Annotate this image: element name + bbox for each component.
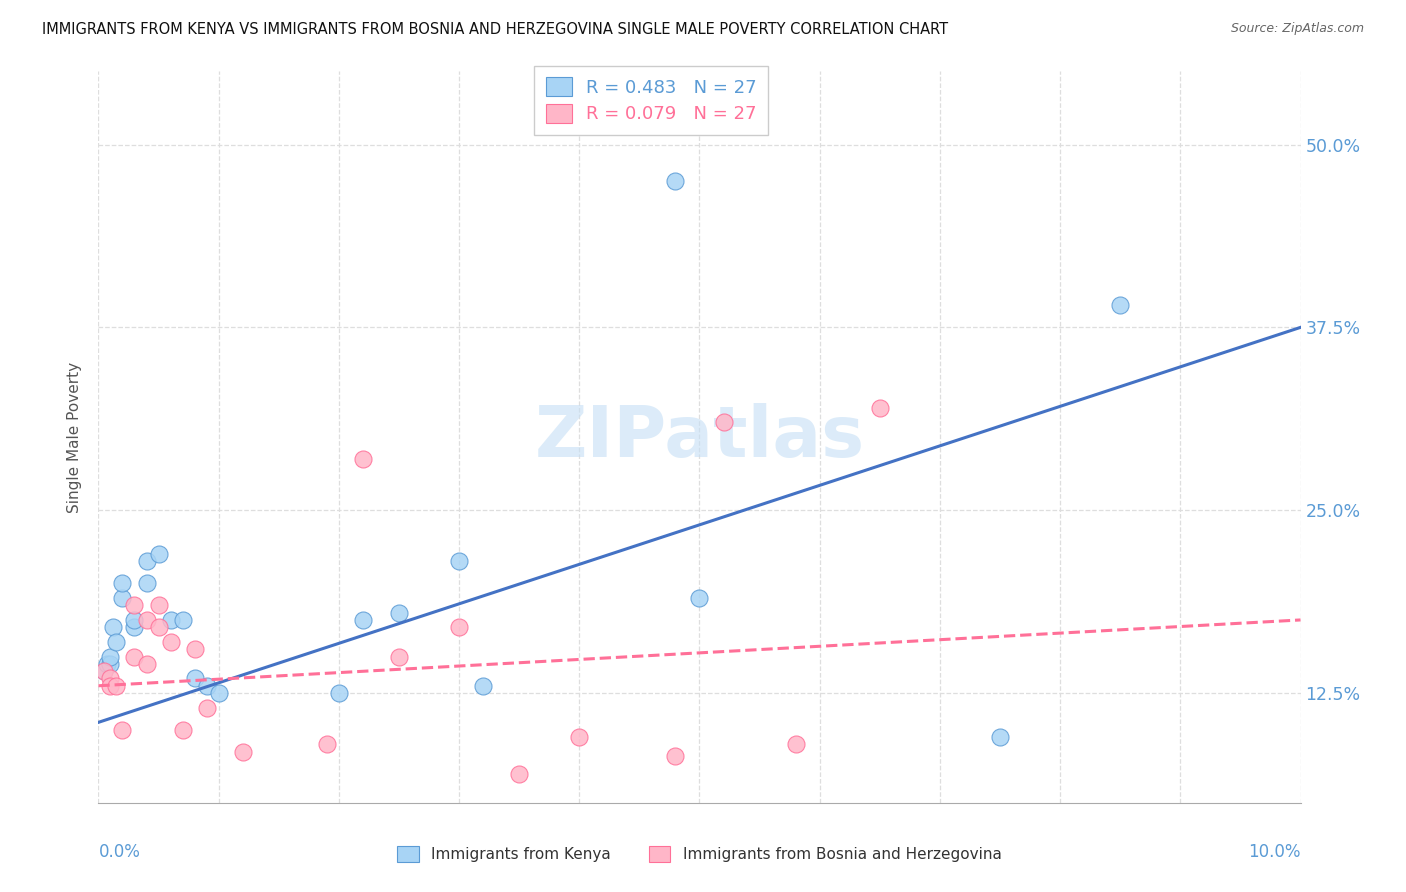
- Point: [124, 649, 146, 664]
- Text: 10.0%: 10.0%: [1249, 843, 1301, 861]
- Point: [664, 174, 686, 188]
- Point: [100, 657, 122, 671]
- Point: [232, 745, 254, 759]
- Point: [124, 613, 146, 627]
- Point: [388, 606, 411, 620]
- Point: [100, 679, 122, 693]
- Point: [447, 620, 470, 634]
- Point: [135, 613, 157, 627]
- Point: [208, 686, 231, 700]
- Point: [111, 591, 134, 605]
- Point: [100, 672, 122, 686]
- Point: [159, 613, 181, 627]
- Point: [388, 649, 411, 664]
- Point: [148, 599, 170, 613]
- Point: [988, 730, 1011, 744]
- Point: [93, 664, 115, 678]
- Point: [315, 737, 337, 751]
- Point: [689, 591, 711, 605]
- Point: [183, 672, 205, 686]
- Point: [195, 700, 218, 714]
- Legend: Immigrants from Kenya, Immigrants from Bosnia and Herzegovina: Immigrants from Kenya, Immigrants from B…: [391, 840, 1008, 868]
- Point: [328, 686, 350, 700]
- Point: [172, 723, 194, 737]
- Text: IMMIGRANTS FROM KENYA VS IMMIGRANTS FROM BOSNIA AND HERZEGOVINA SINGLE MALE POVE: IMMIGRANTS FROM KENYA VS IMMIGRANTS FROM…: [42, 22, 948, 37]
- Text: ZIPatlas: ZIPatlas: [534, 402, 865, 472]
- Point: [988, 807, 1011, 822]
- Point: [148, 620, 170, 634]
- Point: [148, 547, 170, 561]
- Point: [472, 679, 495, 693]
- Text: 0.0%: 0.0%: [98, 843, 141, 861]
- Point: [664, 749, 686, 764]
- Point: [172, 613, 194, 627]
- Point: [111, 723, 134, 737]
- Text: Source: ZipAtlas.com: Source: ZipAtlas.com: [1230, 22, 1364, 36]
- Point: [447, 554, 470, 568]
- Point: [183, 642, 205, 657]
- Point: [135, 657, 157, 671]
- Point: [159, 635, 181, 649]
- Point: [1109, 298, 1132, 312]
- Point: [195, 679, 218, 693]
- Point: [352, 613, 374, 627]
- Point: [568, 730, 591, 744]
- Point: [101, 620, 124, 634]
- Point: [100, 649, 122, 664]
- Point: [352, 452, 374, 467]
- Point: [105, 679, 128, 693]
- Point: [785, 737, 807, 751]
- Point: [105, 635, 128, 649]
- Point: [93, 664, 115, 678]
- Point: [135, 576, 157, 591]
- Point: [124, 620, 146, 634]
- Point: [124, 599, 146, 613]
- Point: [508, 766, 530, 780]
- Point: [135, 554, 157, 568]
- Y-axis label: Single Male Poverty: Single Male Poverty: [67, 361, 83, 513]
- Point: [111, 576, 134, 591]
- Point: [869, 401, 891, 415]
- Point: [96, 657, 118, 671]
- Point: [713, 416, 735, 430]
